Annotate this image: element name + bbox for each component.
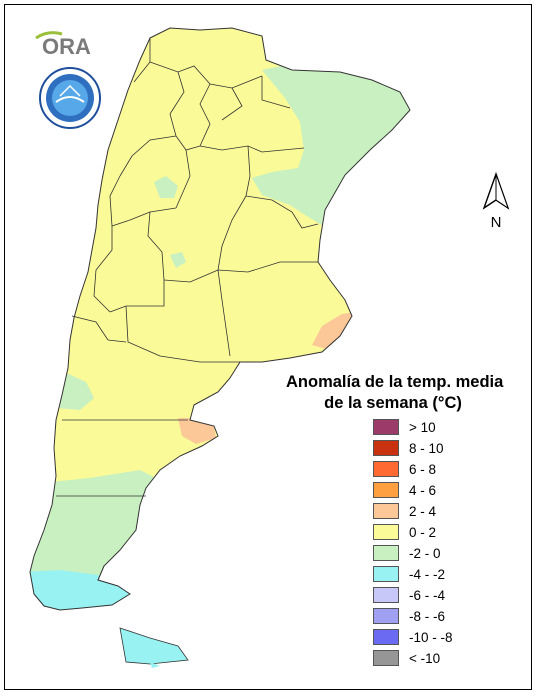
legend-item: 2 - 4	[373, 501, 436, 521]
legend-swatch	[373, 461, 399, 477]
legend-label: -8 - -6	[409, 608, 446, 624]
legend-item: > 10	[373, 417, 436, 437]
legend-swatch	[373, 629, 399, 645]
legend-swatch	[373, 650, 399, 666]
legend-swatch	[373, 482, 399, 498]
legend-label: 4 - 6	[409, 482, 437, 498]
legend-item: -2 - 0	[373, 543, 441, 563]
legend-swatch	[373, 503, 399, 519]
legend-swatch	[373, 545, 399, 561]
legend-swatch	[373, 419, 399, 435]
ora-logo: ORA	[35, 31, 91, 59]
legend-item: -6 - -4	[373, 585, 445, 605]
north-label: N	[491, 214, 502, 230]
legend-title-line2: de la semana (°C)	[324, 394, 462, 412]
legend-swatch	[373, 566, 399, 582]
legend-label: 6 - 8	[409, 461, 437, 477]
legend-label: -6 - -4	[409, 587, 446, 603]
legend-swatch	[373, 524, 399, 540]
legend-item: -10 - -8	[373, 627, 453, 647]
legend-swatch	[373, 608, 399, 624]
legend-label: < -10	[409, 650, 441, 666]
legend-label: 2 - 4	[409, 503, 437, 519]
legend-item: -8 - -6	[373, 606, 445, 626]
legend-item: -4 - -2	[373, 564, 445, 584]
ora-logo-text: ORA	[42, 34, 91, 59]
legend-item: 6 - 8	[373, 459, 436, 479]
legend-item: 0 - 2	[373, 522, 436, 542]
zone-sanluis-spot	[170, 252, 186, 268]
malvinas-blob	[150, 662, 160, 668]
zone-bsas-coast-warm	[312, 312, 356, 350]
legend-item: 8 - 10	[373, 438, 444, 458]
legend-title-line1: Anomalía de la temp. media	[286, 373, 504, 391]
region-tierra-del-fuego	[119, 627, 189, 665]
zone-chaco-spot	[154, 176, 178, 198]
legend-label: 0 - 2	[409, 524, 437, 540]
zone-santa-cruz-cold	[30, 570, 132, 610]
legend-item: 4 - 6	[373, 480, 436, 500]
legend-label: -4 - -2	[409, 566, 446, 582]
legend-swatch	[373, 587, 399, 603]
legend-label: -2 - 0	[409, 545, 441, 561]
legend-label: -10 - -8	[409, 629, 453, 645]
legend-swatch	[373, 440, 399, 456]
legend-title: Anomalía de la temp. media de la semana …	[286, 372, 504, 414]
legend-label: > 10	[409, 419, 436, 435]
legend-label: 8 - 10	[409, 440, 444, 456]
legend-item: < -10	[373, 648, 440, 668]
north-arrow-icon: N	[482, 172, 510, 230]
smn-seal-icon	[39, 67, 101, 129]
province-borders	[56, 38, 319, 581]
